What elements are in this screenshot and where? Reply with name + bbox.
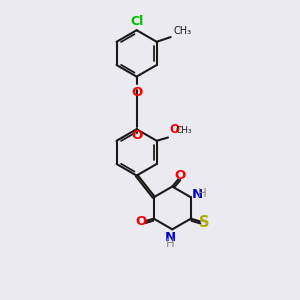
Text: N: N xyxy=(164,231,175,244)
Text: O: O xyxy=(169,123,179,136)
Text: H: H xyxy=(198,187,207,200)
Text: CH₃: CH₃ xyxy=(173,26,191,36)
Text: O: O xyxy=(175,169,186,182)
Text: H: H xyxy=(166,236,174,250)
Text: S: S xyxy=(199,215,210,230)
Text: Cl: Cl xyxy=(130,15,143,28)
Text: CH₃: CH₃ xyxy=(176,126,192,135)
Text: O: O xyxy=(131,129,142,142)
Text: O: O xyxy=(131,86,142,99)
Text: O: O xyxy=(135,215,147,228)
Text: N: N xyxy=(192,188,203,201)
